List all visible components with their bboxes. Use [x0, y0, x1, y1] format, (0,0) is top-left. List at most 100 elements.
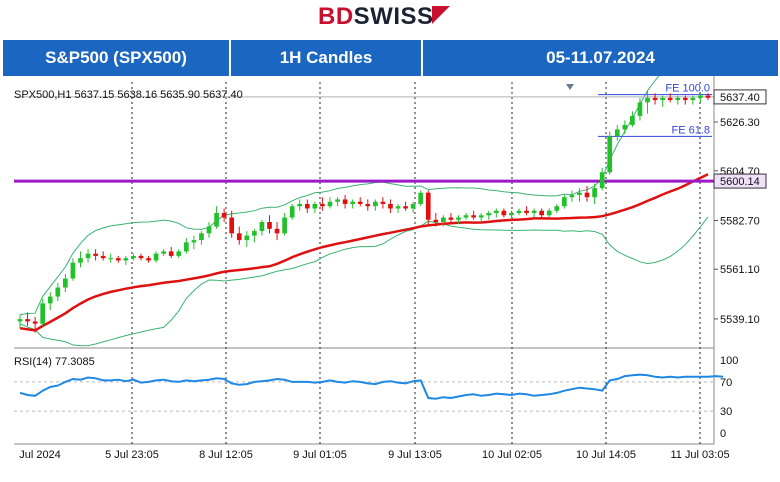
- price-tick-label: 5600.14: [720, 176, 760, 188]
- candle-body: [320, 203, 325, 207]
- candle-body: [622, 124, 628, 130]
- rsi-pane: [14, 350, 714, 444]
- price-chart: FE 100.0 FE 61.8 Jul 2024 5 Jul 23:05 8 Jul…: [14, 76, 767, 461]
- moving-average-line: [19, 173, 709, 332]
- candle-body: [282, 217, 287, 234]
- candle-body: [478, 215, 484, 218]
- candle-body: [78, 258, 83, 263]
- candle-body: [40, 303, 46, 324]
- candle-body: [55, 287, 61, 297]
- candle-body: [123, 258, 129, 261]
- candle-body: [486, 213, 492, 216]
- candle-body: [607, 136, 613, 173]
- time-tick-label: Jul 2024: [19, 449, 61, 461]
- candle-body: [161, 251, 166, 254]
- candle-body: [214, 213, 219, 227]
- candle-body: [524, 210, 529, 213]
- candle-body: [441, 217, 446, 223]
- price-pane: [14, 76, 714, 346]
- time-tick-label: 9 Jul 13:05: [388, 449, 442, 461]
- fib-level-label: FE 61.8: [671, 124, 710, 136]
- candle-body: [463, 215, 469, 218]
- candle-body: [25, 319, 30, 322]
- instrument-label: S&P500 (SPX500): [3, 40, 231, 76]
- candle-body: [259, 222, 265, 232]
- brand-name-red: BD: [318, 3, 354, 30]
- candle-body: [690, 97, 696, 101]
- candle-body: [554, 206, 560, 211]
- candle-body: [63, 278, 68, 288]
- candle-body: [199, 233, 204, 241]
- time-tick-label: 10 Jul 14:05: [576, 449, 636, 461]
- candle-body: [335, 199, 340, 202]
- candle-body: [395, 206, 401, 209]
- candle-body: [660, 97, 665, 101]
- price-tick-label: 5561.10: [720, 264, 760, 276]
- candle-body: [229, 217, 235, 234]
- candle-body: [138, 255, 144, 259]
- candle-body: [93, 253, 98, 256]
- candle-body: [108, 258, 114, 260]
- candle-body: [32, 321, 38, 324]
- candle-body: [501, 210, 507, 216]
- time-tick-label: 11 Jul 03:05: [670, 449, 729, 461]
- candle-body: [546, 210, 552, 216]
- candle-body: [153, 253, 159, 261]
- candle-body: [539, 210, 545, 216]
- candle-body: [380, 201, 386, 204]
- title-banner: S&P500 (SPX500) 1H Candles 05-11.07.2024: [3, 40, 778, 76]
- rsi-indicator: [14, 373, 724, 412]
- brand-flag-icon: [432, 6, 450, 24]
- candle-body: [236, 233, 242, 241]
- chart-header: SPX500,H1 5637.15 5638.16 5635.90 5637.4…: [14, 89, 243, 101]
- fib-level-label: FE 100.0: [665, 83, 710, 95]
- candle-body: [705, 95, 711, 98]
- candle-body: [577, 192, 582, 195]
- candle-body: [637, 102, 643, 116]
- price-tick-label: 5626.30: [720, 117, 760, 129]
- candle-body: [562, 197, 567, 207]
- candle-body: [304, 203, 310, 209]
- candle-body: [274, 228, 280, 234]
- rsi-line: [19, 373, 724, 400]
- candle-body: [168, 251, 174, 256]
- candle-body: [70, 262, 76, 279]
- candle-body: [592, 188, 597, 198]
- candle-body: [183, 242, 189, 252]
- candle-body: [599, 172, 605, 189]
- candle-body: [357, 201, 363, 204]
- session-separators: [131, 82, 701, 444]
- time-tick-label: 9 Jul 01:05: [293, 449, 347, 461]
- date-range-label: 05-11.07.2024: [546, 48, 655, 67]
- price-tick-label: 5539.10: [720, 314, 760, 326]
- candle-body: [252, 231, 257, 236]
- candle-body: [297, 203, 303, 207]
- price-tick-label: 5582.70: [720, 215, 760, 227]
- candle-body: [403, 206, 408, 209]
- timeframe-label: 1H Candles: [231, 40, 423, 76]
- candle-body: [17, 319, 23, 322]
- time-tick-label: 5 Jul 23:05: [105, 449, 159, 461]
- candle-body: [682, 97, 688, 101]
- candle-body: [100, 255, 106, 259]
- brand-logo: BDSWISS: [0, 0, 780, 34]
- candle-body: [667, 97, 673, 101]
- time-tick-label: 10 Jul 02:05: [482, 449, 542, 461]
- candle-body: [115, 258, 121, 261]
- bollinger-bands: [19, 76, 709, 347]
- candle-body: [244, 235, 250, 241]
- candle-body: [312, 203, 318, 209]
- candle-body: [85, 253, 91, 259]
- price-tag-box: [713, 173, 767, 189]
- candle-body: [630, 115, 635, 125]
- candle-body: [365, 203, 371, 207]
- candle-body: [433, 219, 439, 223]
- brand-name: BDSWISS: [318, 3, 434, 31]
- candle-body: [569, 194, 575, 198]
- candle-body: [410, 203, 416, 209]
- candle-body: [131, 255, 136, 259]
- candle-body: [456, 217, 461, 220]
- rsi-label: RSI(14) 77.3085: [14, 356, 95, 368]
- candle-body: [176, 251, 182, 256]
- candle-body: [267, 222, 272, 229]
